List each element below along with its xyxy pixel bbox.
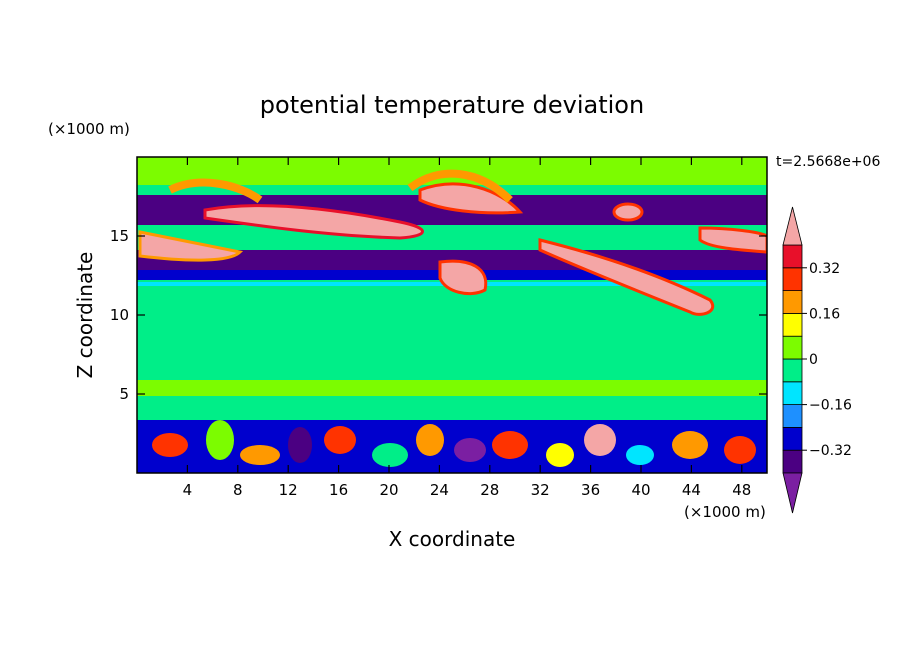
x-tick-label: 20 [379, 481, 398, 499]
colorbar-segment [782, 244, 803, 269]
light-green-band-low [137, 380, 767, 396]
x-tick-label: 16 [329, 481, 348, 499]
chart-title: potential temperature deviation [260, 91, 644, 119]
y-units-label: (×1000 m) [48, 120, 130, 138]
colorbar-segment [782, 381, 803, 405]
colorbar-segment [782, 267, 803, 291]
colorbar-label: −0.16 [809, 398, 852, 414]
orange-arc-2 [407, 169, 513, 203]
x-axis-label: X coordinate [389, 527, 516, 551]
x-tick-label: 36 [581, 481, 600, 499]
pink-lens-3 [418, 182, 524, 215]
pink-lens-5 [698, 226, 767, 254]
colorbar-segment [782, 290, 803, 314]
y-ticks: 5 10 15 [110, 227, 767, 403]
colorbar-segment [782, 426, 803, 451]
colorbar-label: 0.32 [809, 261, 840, 277]
colorbar-segment [782, 404, 803, 428]
colorbar-segment [782, 312, 803, 337]
pink-blob-6 [438, 259, 488, 295]
turbulent-eddies [152, 420, 756, 467]
contour-field [137, 157, 767, 473]
x-ticks: 4 8 12 16 20 24 28 32 36 40 44 48 [183, 157, 751, 499]
colorbar-upper-extension [782, 206, 803, 246]
pink-blob-7 [612, 202, 644, 222]
y-tick-label: 15 [110, 227, 129, 245]
colorbar-segment [782, 449, 803, 474]
orange-arc-1 [168, 178, 263, 204]
colorbar-label: −0.32 [809, 443, 852, 459]
x-tick-label: 24 [430, 481, 449, 499]
colorbar-lower-extension [782, 472, 803, 514]
colorbar-segment [782, 335, 803, 360]
x-tick-label: 28 [480, 481, 499, 499]
x-units-label: (×1000 m) [684, 503, 766, 521]
y-tick-label: 10 [110, 306, 129, 324]
pink-lens-1 [203, 204, 424, 240]
time-label: t=2.5668e+06 [776, 154, 880, 170]
y-axis-label: Z coordinate [73, 252, 97, 379]
turbulent-layer [137, 420, 767, 473]
colorbar: 0.32 0.16 0 −0.16 −0.32 [782, 206, 852, 514]
x-tick-label: 40 [631, 481, 650, 499]
x-tick-label: 8 [233, 481, 243, 499]
colorbar-label: 0.16 [809, 306, 840, 322]
y-tick-label: 5 [119, 385, 129, 403]
x-tick-label: 32 [531, 481, 550, 499]
x-tick-label: 44 [682, 481, 701, 499]
colorbar-segment [782, 358, 803, 383]
x-tick-label: 12 [279, 481, 298, 499]
colorbar-label: 0 [809, 352, 818, 368]
x-tick-label: 48 [732, 481, 751, 499]
pink-lens-2 [138, 230, 244, 262]
pink-lens-4 [538, 238, 714, 316]
x-tick-label: 4 [183, 481, 193, 499]
